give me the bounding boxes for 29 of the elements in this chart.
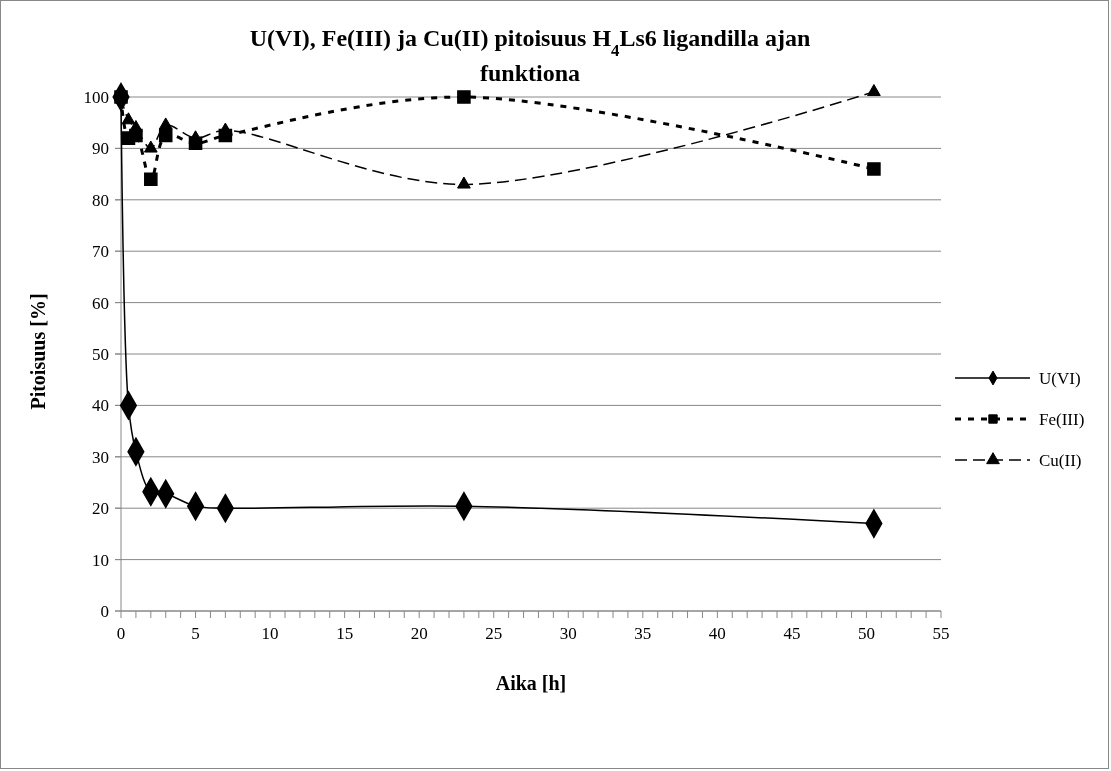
x-tick-label: 0 (116, 624, 126, 643)
y-tick-label: 10 (92, 550, 109, 570)
x-tick-label: 55 (932, 624, 950, 643)
y-tick-label: 20 (92, 499, 109, 519)
y-tick-label: 50 (92, 345, 109, 364)
y-tick-label: 100 (83, 88, 109, 107)
y-axis-title: Pitoisuus [%] (27, 293, 49, 410)
x-tick-label: 25 (485, 624, 503, 643)
x-tick-label: 30 (559, 624, 577, 643)
x-tick-label: 50 (857, 624, 875, 643)
y-tick-label: 90 (92, 139, 109, 159)
y-tick-label: 40 (92, 396, 109, 416)
legend-label: U(VI) (1039, 369, 1081, 388)
y-tick-label: 80 (92, 190, 109, 210)
x-tick-label: 5 (191, 624, 200, 643)
legend-label: Cu(II) (1039, 451, 1082, 470)
legend-label: Fe(III) (1039, 410, 1085, 429)
y-tick-label: 60 (92, 293, 109, 313)
x-tick-label: 10 (261, 624, 279, 643)
x-tick-label: 45 (783, 624, 801, 643)
x-tick-label: 15 (336, 624, 354, 643)
x-tick-label: 20 (410, 624, 428, 643)
y-tick-label: 0 (100, 602, 109, 621)
y-tick-label: 30 (92, 447, 109, 467)
x-tick-label: 40 (708, 624, 726, 643)
x-tick-label: 35 (634, 624, 652, 643)
chart-title: U(VI), Fe(III) ja Cu(II) pitoisuus H$_{4}$Ls6 ligandilla ajan funktiona (249, 25, 811, 86)
x-axis-title: Aika [h] (495, 672, 567, 694)
y-tick-label: 70 (92, 242, 109, 262)
